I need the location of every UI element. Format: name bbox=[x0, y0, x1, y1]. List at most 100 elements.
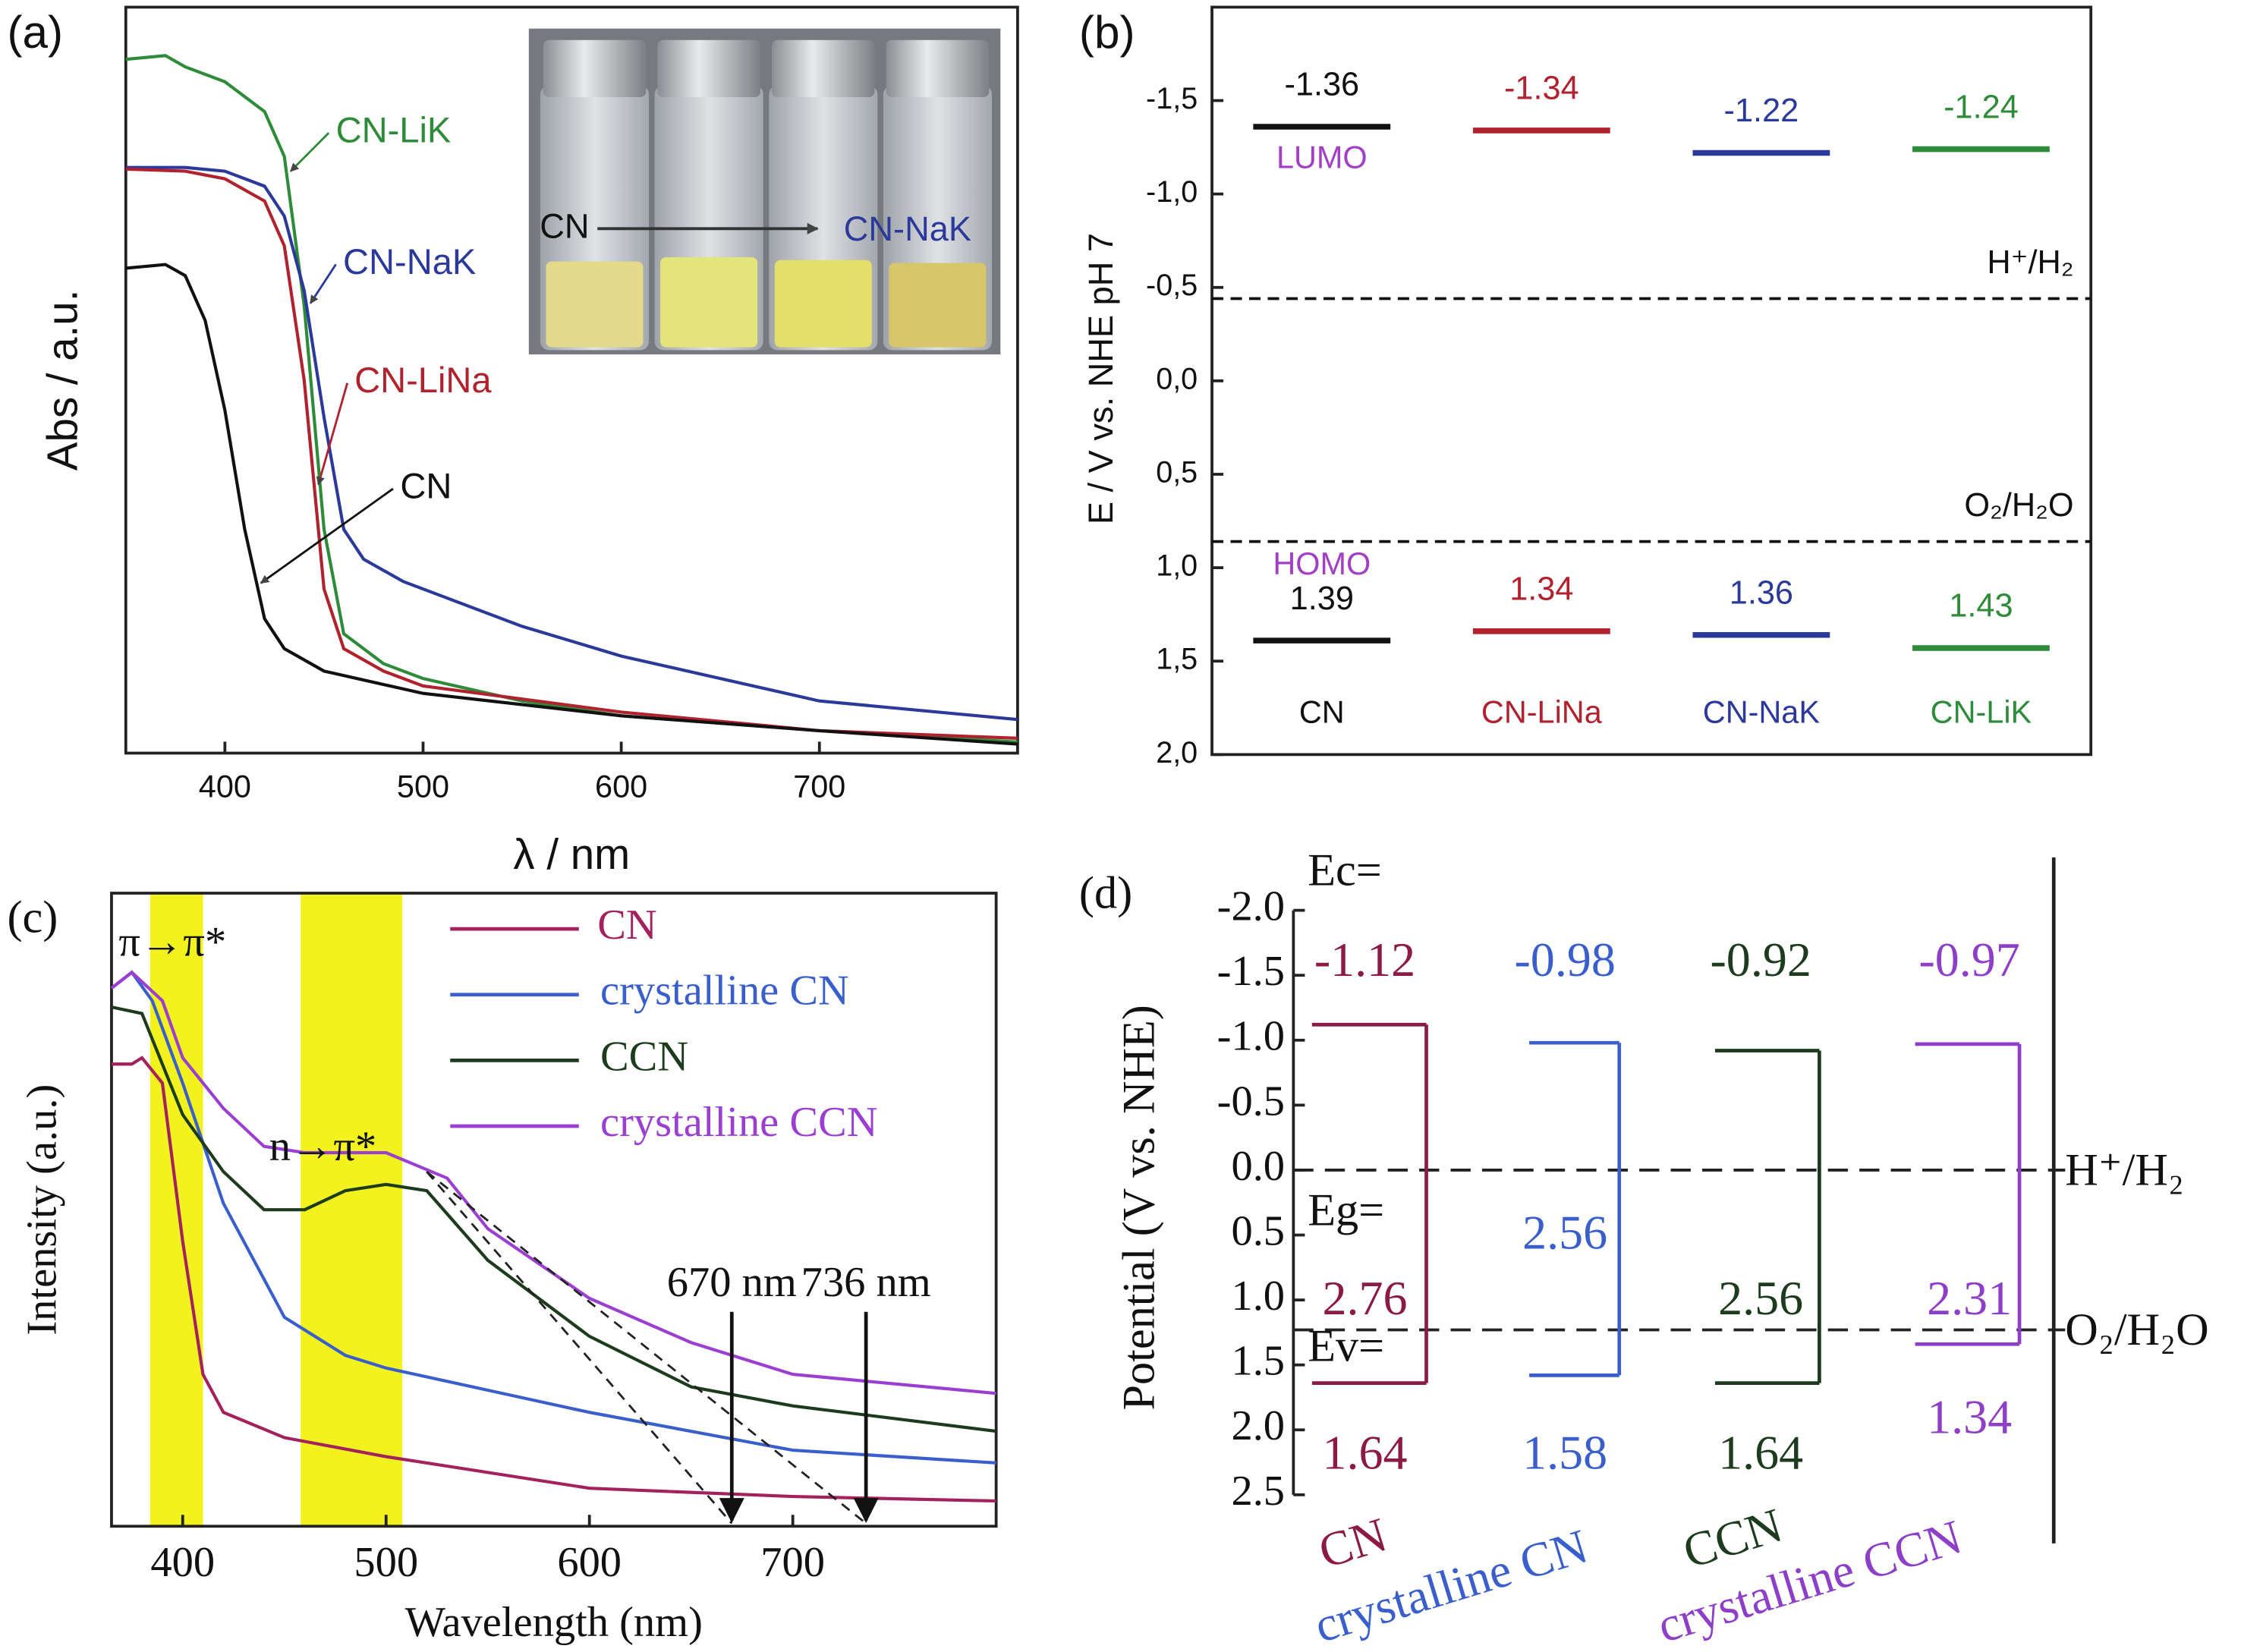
x-axis-label: λ / nm bbox=[513, 830, 630, 878]
y-tick-label: -1.5 bbox=[1217, 948, 1285, 995]
x-tick-label: 600 bbox=[595, 768, 647, 804]
legend-label: CN-LiK bbox=[336, 110, 452, 150]
x-tick-label: 700 bbox=[793, 768, 845, 804]
y-axis-label: E / V vs. NHE pH 7 bbox=[1081, 233, 1120, 524]
legend-label: crystalline CN bbox=[600, 968, 849, 1015]
y-tick-label: 0,5 bbox=[1156, 455, 1198, 489]
y-axis-label: Potential (V vs. NHE) bbox=[1113, 1005, 1164, 1410]
series-line bbox=[125, 263, 1018, 746]
vial bbox=[540, 39, 650, 351]
legend-label: CN-LiNa bbox=[354, 360, 492, 400]
callout-arrow bbox=[309, 263, 337, 304]
vial bbox=[769, 39, 878, 351]
level-value: 1.36 bbox=[1730, 574, 1793, 611]
row-label: Ev= bbox=[1308, 1320, 1384, 1371]
panel: 400 500 600 700 CN crystalline CN CCN crystalli… bbox=[7, 892, 998, 1646]
x-tick-label: 400 bbox=[150, 1539, 215, 1586]
series-line bbox=[110, 970, 996, 1396]
legend-label: CCN bbox=[600, 1033, 688, 1080]
level-value: -1.24 bbox=[1944, 89, 2019, 125]
y-tick-label: -1.0 bbox=[1217, 1013, 1285, 1060]
level-value: 1.39 bbox=[1290, 581, 1354, 617]
y-tick-label: 0.0 bbox=[1231, 1143, 1285, 1190]
ec-value: -0.98 bbox=[1515, 933, 1616, 986]
y-tick-label: 2,0 bbox=[1156, 736, 1198, 769]
y-tick-label: 0,0 bbox=[1156, 362, 1198, 395]
panel-label: (a) bbox=[7, 6, 63, 58]
eg-value: 2.56 bbox=[1522, 1206, 1607, 1260]
eg-value: 2.56 bbox=[1718, 1271, 1803, 1325]
annotation-label: 670 nm bbox=[667, 1259, 797, 1306]
category-label: CN-NaK bbox=[1703, 694, 1821, 730]
category-label: CN-LiK bbox=[1931, 694, 2032, 730]
row-label: Ec= bbox=[1308, 845, 1382, 895]
inset-label: CN bbox=[540, 206, 589, 245]
plot-frame bbox=[124, 5, 1019, 755]
vial bbox=[654, 39, 763, 351]
category-label: CN-LiNa bbox=[1481, 694, 1603, 730]
x-tick-label: 600 bbox=[557, 1539, 622, 1586]
x-tick-label: 400 bbox=[199, 768, 251, 804]
y-tick-label: -2.0 bbox=[1217, 883, 1285, 930]
panel-label: (b) bbox=[1079, 6, 1135, 58]
series-line bbox=[110, 970, 996, 1465]
ec-value: -1.12 bbox=[1314, 933, 1415, 986]
x-tick-label: 500 bbox=[397, 768, 449, 804]
level-value: 1.34 bbox=[1509, 571, 1573, 608]
ev-value: 1.34 bbox=[1927, 1389, 2012, 1443]
category-label: CN bbox=[1299, 694, 1345, 730]
y-tick-label: -1,5 bbox=[1146, 82, 1198, 115]
level-name: LUMO bbox=[1276, 139, 1368, 175]
band bbox=[301, 893, 403, 1527]
legend-label: crystalline CCN bbox=[600, 1099, 878, 1146]
x-tick-label: 700 bbox=[760, 1539, 825, 1586]
row-label: Eg= bbox=[1308, 1185, 1384, 1236]
y-tick-label: 2.5 bbox=[1231, 1468, 1285, 1515]
inset-label: CN-NaK bbox=[844, 209, 971, 248]
panel-label: (c) bbox=[7, 892, 58, 943]
annotation-label: 736 nm bbox=[801, 1259, 931, 1306]
y-tick-label: 1,0 bbox=[1156, 549, 1198, 583]
band-label: n→π* bbox=[269, 1123, 377, 1170]
y-axis-label: Abs / a.u. bbox=[39, 290, 87, 471]
ev-value: 1.58 bbox=[1522, 1426, 1607, 1480]
y-tick-label: 0.5 bbox=[1231, 1207, 1285, 1254]
ec-value: -0.97 bbox=[1918, 933, 2019, 986]
eg-value: 2.76 bbox=[1323, 1271, 1408, 1325]
level-value: -1.36 bbox=[1284, 67, 1359, 103]
series-line bbox=[125, 167, 1018, 740]
category-label: CN bbox=[1313, 1507, 1393, 1578]
level-value: -1.22 bbox=[1724, 93, 1799, 129]
x-tick-label: 500 bbox=[354, 1539, 418, 1586]
ev-value: 1.64 bbox=[1718, 1426, 1803, 1480]
y-tick-label: -1,0 bbox=[1146, 175, 1198, 209]
y-tick-label: -0,5 bbox=[1146, 269, 1198, 302]
y-tick-label: 1.5 bbox=[1231, 1338, 1285, 1385]
callout-arrow bbox=[289, 132, 330, 172]
panel: -2.0 -1.5 -1.0 -0.5 0.0 0.5 1.0 1.5 2.0 2.5 H⁺/H₂ O… bbox=[1079, 845, 2209, 1652]
legend-label: CN bbox=[400, 465, 452, 505]
level-value: -1.34 bbox=[1504, 71, 1579, 107]
series-line bbox=[111, 1056, 996, 1503]
tangent-line bbox=[426, 1171, 733, 1525]
x-axis-label: Wavelength (nm) bbox=[405, 1599, 703, 1646]
level-value: 1.43 bbox=[1949, 588, 2013, 625]
band bbox=[150, 893, 203, 1527]
series-line bbox=[125, 165, 1018, 722]
level-name: HOMO bbox=[1273, 546, 1371, 581]
vial bbox=[883, 39, 993, 351]
callout-arrow bbox=[260, 487, 394, 584]
plot-frame bbox=[110, 892, 998, 1528]
y-tick-label: -0.5 bbox=[1217, 1078, 1285, 1125]
series-line bbox=[111, 1005, 996, 1433]
reference-label: H⁺/H₂ bbox=[1987, 244, 2073, 281]
y-tick-label: 2.0 bbox=[1231, 1402, 1285, 1449]
legend-label: CN-NaK bbox=[343, 241, 476, 282]
eg-value: 2.31 bbox=[1927, 1271, 2012, 1325]
reference-label: O₂/H₂O bbox=[1964, 487, 2073, 524]
ec-value: -0.92 bbox=[1711, 933, 1811, 986]
panel: 400 500 600 700 CN-LiK CN-NaK CN-LiNa CN λ / nm A… bbox=[7, 5, 1019, 878]
y-tick-label: 1,5 bbox=[1156, 643, 1198, 676]
